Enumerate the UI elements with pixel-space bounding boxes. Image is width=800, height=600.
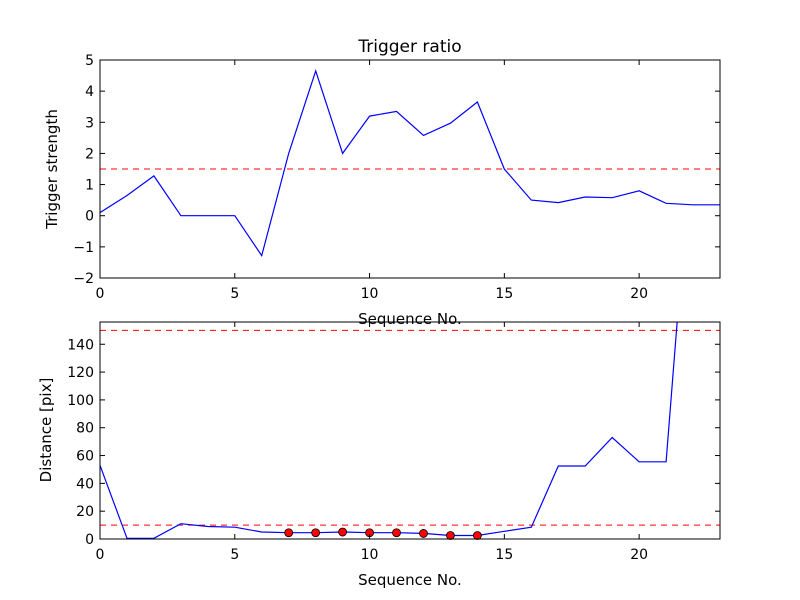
bottom-marker-point xyxy=(472,531,482,540)
chart-title: Trigger ratio xyxy=(357,37,461,57)
bottom-marker-point xyxy=(446,531,455,540)
top-series-line-0 xyxy=(100,68,720,258)
top-y-axis-label: Trigger strength xyxy=(43,109,61,230)
top-chart-panel: Trigger strength Sequence No. 0 5 10 15 20−2… xyxy=(43,53,721,328)
bottom-marker-point xyxy=(392,528,401,538)
top-y-tick-label: 4 xyxy=(85,84,94,100)
top-x-axis-label: Sequence No. xyxy=(358,310,462,328)
bottom-y-tick-label: 60 xyxy=(76,449,94,465)
top-y-tick-label: 3 xyxy=(85,115,94,131)
bottom-plot-frame xyxy=(99,321,721,540)
bottom-marker-point xyxy=(338,527,348,537)
top-y-tick-label: 1 xyxy=(85,178,94,194)
bottom-x-tick-label: 10 xyxy=(361,547,379,563)
bottom-y-tick-label: 140 xyxy=(67,337,94,353)
bottom-x-axis-label: Sequence No. xyxy=(358,571,462,589)
top-y-tick-label: 2 xyxy=(85,146,94,162)
bottom-y-tick-label: 100 xyxy=(67,393,94,409)
top-y-tick-label: −1 xyxy=(73,240,94,256)
top-y-tick-label: 5 xyxy=(85,53,94,69)
top-x-tick-label: 20 xyxy=(630,286,648,302)
bottom-x-tick-label: 0 xyxy=(96,547,105,563)
bottom-y-tick-label: 20 xyxy=(76,504,94,520)
bottom-marker-point xyxy=(419,529,428,538)
bottom-y-tick-label: 120 xyxy=(67,365,94,381)
bottom-chart-panel: Distance [pix] Sequence No. 0 5 10 15 20 0 20 4… xyxy=(37,321,721,589)
bottom-y-tick-label: 40 xyxy=(76,476,94,492)
bottom-y-tick-label: 80 xyxy=(76,421,94,437)
bottom-marker-point xyxy=(284,528,294,538)
bottom-x-tick-label: 5 xyxy=(230,547,239,563)
bottom-marker-point xyxy=(311,528,321,538)
top-x-tick-label: 15 xyxy=(495,286,513,302)
bottom-x-tick-label: 20 xyxy=(630,547,648,563)
bottom-y-tick-label: 0 xyxy=(85,532,94,548)
top-plot-frame xyxy=(99,59,721,279)
top-x-tick-label: 5 xyxy=(230,286,239,302)
bottom-x-tick-label: 15 xyxy=(495,547,513,563)
bottom-y-axis-label: Distance [pix] xyxy=(37,378,55,483)
top-y-tick-label: −2 xyxy=(73,271,94,287)
top-x-tick-label: 10 xyxy=(361,286,379,302)
top-y-tick-label: 0 xyxy=(85,209,94,225)
top-x-tick-label: 0 xyxy=(96,286,105,302)
